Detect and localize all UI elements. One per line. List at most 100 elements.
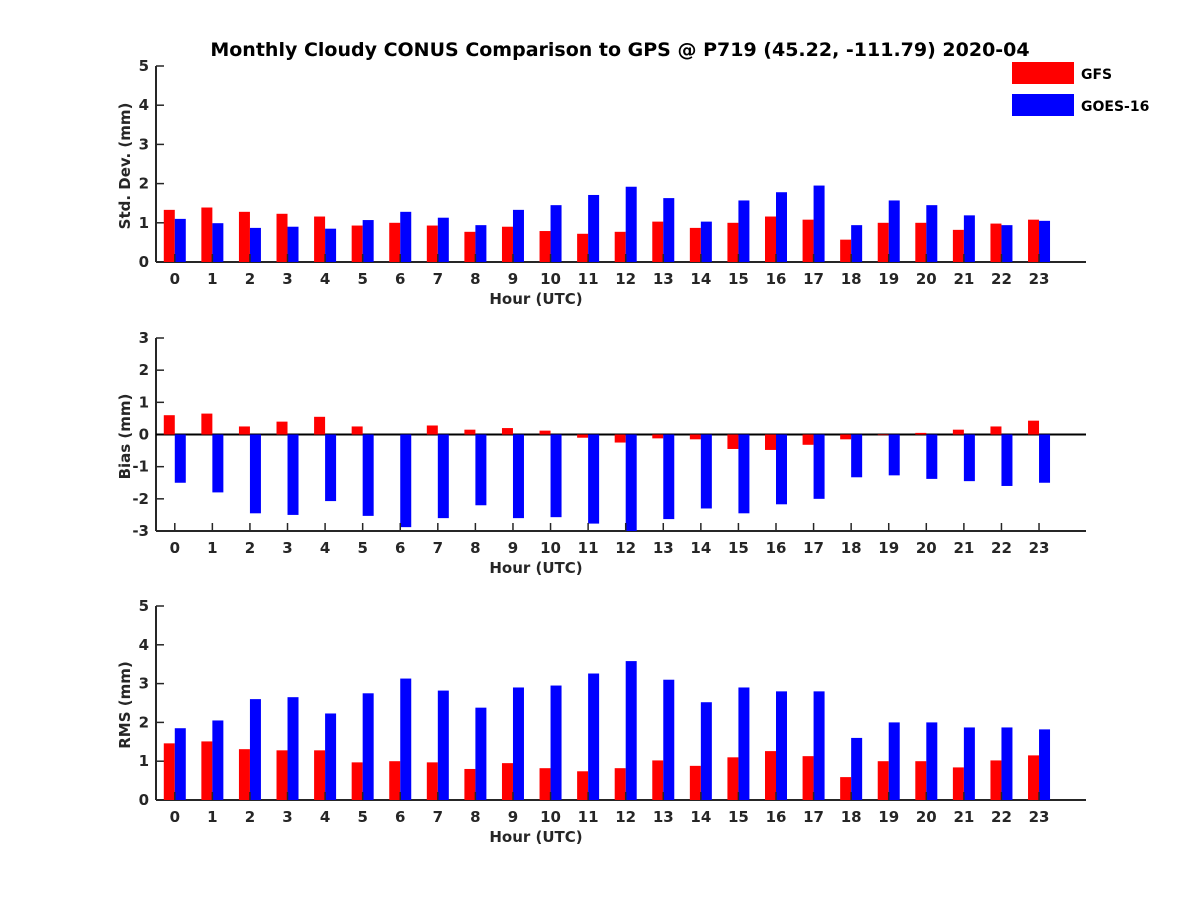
bar-gfs-9 — [502, 428, 513, 434]
bar-goes-16-23 — [1039, 221, 1050, 262]
bar-gfs-13 — [652, 760, 663, 800]
bar-gfs-3 — [277, 214, 288, 262]
bar-gfs-19 — [878, 223, 889, 262]
x-tick-label: 5 — [357, 270, 367, 288]
bar-gfs-15 — [727, 435, 738, 449]
legend: GFS GOES-16 — [1012, 62, 1149, 116]
bar-goes-16-3 — [288, 697, 299, 800]
bar-gfs-17 — [803, 756, 814, 800]
x-tick-label: 20 — [916, 539, 937, 557]
x-tick-label: 1 — [207, 539, 217, 557]
bar-goes-16-1 — [212, 223, 223, 262]
x-tick-label: 21 — [953, 270, 974, 288]
x-tick-label: 22 — [991, 539, 1012, 557]
bar-goes-16-7 — [438, 218, 449, 262]
x-tick-label: 20 — [916, 270, 937, 288]
x-tick-label: 23 — [1029, 539, 1050, 557]
bar-gfs-1 — [201, 741, 212, 800]
y-tick-label: 5 — [139, 57, 149, 75]
bar-goes-16-6 — [400, 679, 411, 800]
bar-goes-16-11 — [588, 195, 599, 262]
bar-goes-16-9 — [513, 435, 524, 519]
x-tick-label: 11 — [578, 539, 599, 557]
bar-gfs-7 — [427, 226, 438, 262]
x-tick-label: 6 — [395, 539, 405, 557]
bar-gfs-18 — [840, 435, 851, 440]
bar-goes-16-8 — [475, 225, 486, 262]
bar-goes-16-3 — [288, 227, 299, 262]
bar-goes-16-10 — [551, 205, 562, 262]
bar-gfs-20 — [915, 761, 926, 800]
bar-gfs-9 — [502, 763, 513, 800]
y-tick-label: 5 — [139, 597, 149, 615]
bar-gfs-23 — [1028, 755, 1039, 800]
legend-swatch-goes16 — [1012, 94, 1074, 116]
bar-gfs-3 — [277, 750, 288, 800]
x-axis-title: Hour (UTC) — [489, 559, 582, 577]
bar-goes-16-19 — [889, 200, 900, 262]
bar-goes-16-22 — [1001, 727, 1012, 800]
x-tick-label: 11 — [578, 270, 599, 288]
bar-goes-16-16 — [776, 435, 787, 505]
x-tick-label: 14 — [690, 808, 711, 826]
bar-gfs-19 — [878, 761, 889, 800]
bar-goes-16-11 — [588, 674, 599, 800]
bar-goes-16-0 — [175, 219, 186, 262]
bar-goes-16-23 — [1039, 729, 1050, 800]
x-tick-label: 14 — [690, 270, 711, 288]
bar-gfs-5 — [352, 762, 363, 800]
bar-goes-16-21 — [964, 215, 975, 262]
bar-gfs-1 — [201, 414, 212, 435]
x-tick-label: 21 — [953, 808, 974, 826]
y-axis-title: Std. Dev. (mm) — [116, 103, 134, 230]
bar-goes-16-15 — [738, 687, 749, 800]
x-tick-label: 9 — [508, 270, 518, 288]
x-tick-label: 13 — [653, 808, 674, 826]
legend-swatch-gfs — [1012, 62, 1074, 84]
x-tick-label: 13 — [653, 270, 674, 288]
x-tick-label: 12 — [615, 808, 636, 826]
bar-gfs-4 — [314, 417, 325, 435]
x-axis-title: Hour (UTC) — [489, 828, 582, 846]
bar-goes-16-14 — [701, 702, 712, 800]
x-tick-label: 17 — [803, 808, 824, 826]
bar-gfs-15 — [727, 757, 738, 800]
x-tick-label: 10 — [540, 808, 561, 826]
bar-gfs-16 — [765, 435, 776, 450]
x-tick-label: 6 — [395, 270, 405, 288]
bar-gfs-18 — [840, 240, 851, 262]
x-tick-label: 7 — [433, 270, 443, 288]
y-tick-label: 1 — [139, 393, 149, 411]
bar-gfs-6 — [389, 761, 400, 800]
x-tick-label: 19 — [878, 539, 899, 557]
bar-gfs-5 — [352, 226, 363, 262]
x-tick-label: 22 — [991, 808, 1012, 826]
bar-gfs-3 — [277, 422, 288, 435]
bar-gfs-13 — [652, 222, 663, 262]
bar-gfs-7 — [427, 425, 438, 434]
x-tick-label: 22 — [991, 270, 1012, 288]
x-tick-label: 8 — [470, 270, 480, 288]
bar-goes-16-13 — [663, 198, 674, 262]
bar-gfs-2 — [239, 212, 250, 262]
bar-goes-16-16 — [776, 192, 787, 262]
bar-goes-16-20 — [926, 722, 937, 800]
bar-goes-16-13 — [663, 435, 674, 520]
bar-goes-16-15 — [738, 200, 749, 262]
bar-goes-16-14 — [701, 222, 712, 262]
x-tick-label: 3 — [282, 539, 292, 557]
x-tick-label: 10 — [540, 270, 561, 288]
bar-goes-16-20 — [926, 435, 937, 479]
x-tick-label: 19 — [878, 808, 899, 826]
bar-gfs-21 — [953, 230, 964, 262]
bar-goes-16-5 — [363, 693, 374, 800]
x-tick-label: 9 — [508, 808, 518, 826]
bar-gfs-11 — [577, 771, 588, 800]
x-tick-label: 13 — [653, 539, 674, 557]
bar-gfs-20 — [915, 433, 926, 435]
y-tick-label: 2 — [139, 361, 149, 379]
bar-goes-16-17 — [814, 186, 825, 262]
x-tick-label: 2 — [245, 539, 255, 557]
